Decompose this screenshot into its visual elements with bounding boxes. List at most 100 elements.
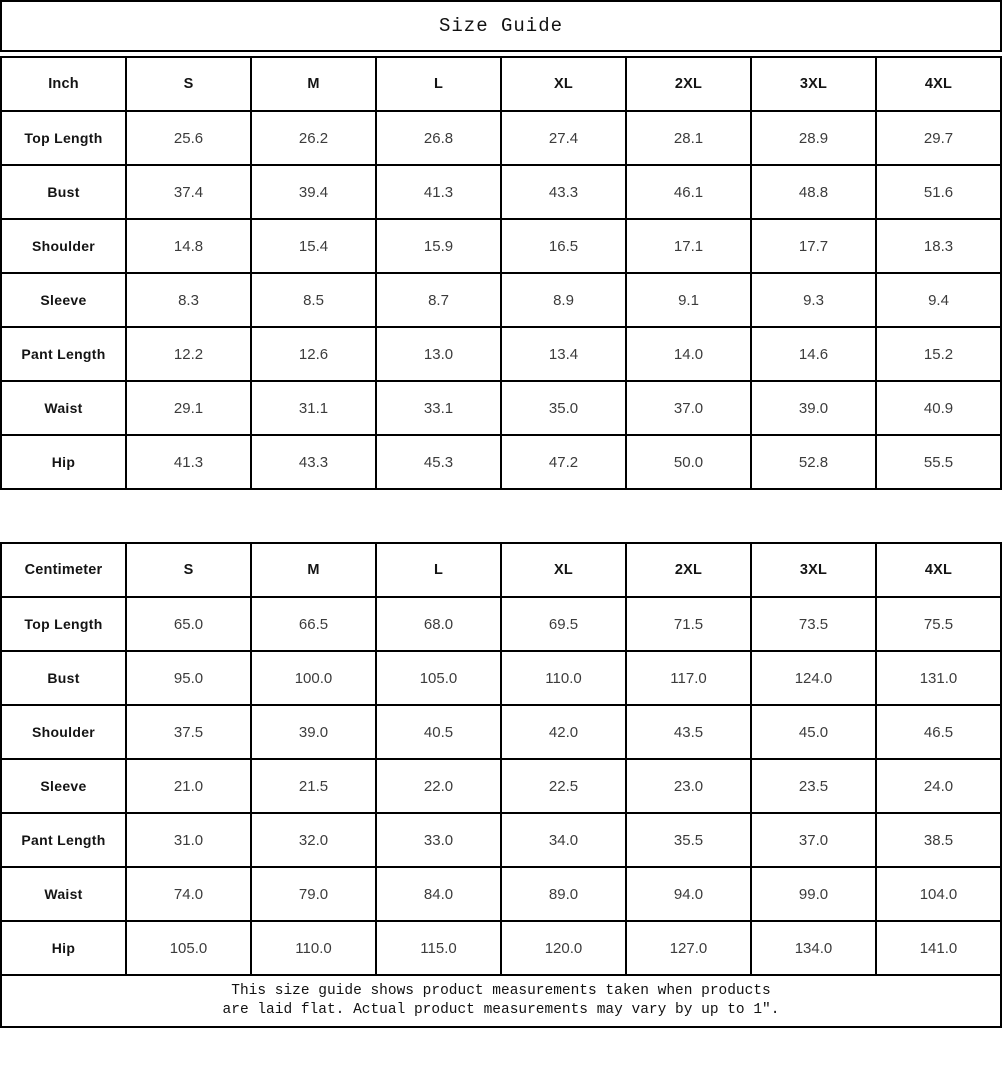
table-row: Bust 37.4 39.4 41.3 43.3 46.1 48.8 51.6 [0,164,1002,220]
measurement-value-cell: 127.0 [625,920,752,976]
measurement-value-cell: 23.0 [625,758,752,814]
measurement-value-cell: 14.6 [750,326,877,382]
measurement-value-cell: 25.6 [125,110,252,166]
measurement-value-cell: 100.0 [250,650,377,706]
size-column-header: 3XL [750,56,877,112]
measurement-value-cell: 40.5 [375,704,502,760]
measurement-value-cell: 89.0 [500,866,627,922]
measurement-value-cell: 22.5 [500,758,627,814]
measurement-value-cell: 71.5 [625,596,752,652]
measurement-value-cell: 131.0 [875,650,1002,706]
measurement-value-cell: 9.3 [750,272,877,328]
table-row: Hip 105.0 110.0 115.0 120.0 127.0 134.0 141.0 [0,920,1002,976]
measurement-label-cell: Waist [0,866,127,922]
measurement-value-cell: 37.0 [750,812,877,868]
measurement-value-cell: 34.0 [500,812,627,868]
measurement-value-cell: 66.5 [250,596,377,652]
measurement-value-cell: 12.2 [125,326,252,382]
size-column-header: S [125,542,252,598]
table-row: Sleeve 21.0 21.5 22.0 22.5 23.0 23.5 24.0 [0,758,1002,814]
table-row: Sleeve 8.3 8.5 8.7 8.9 9.1 9.3 9.4 [0,272,1002,328]
size-column-header: 2XL [625,542,752,598]
measurement-value-cell: 15.4 [250,218,377,274]
measurement-value-cell: 28.9 [750,110,877,166]
measurement-value-cell: 48.8 [750,164,877,220]
size-column-header: M [250,542,377,598]
measurement-value-cell: 24.0 [875,758,1002,814]
measurement-label-cell: Pant Length [0,812,127,868]
size-column-header: L [375,56,502,112]
measurement-value-cell: 110.0 [250,920,377,976]
measurement-value-cell: 65.0 [125,596,252,652]
measurement-value-cell: 33.1 [375,380,502,436]
measurement-value-cell: 37.4 [125,164,252,220]
measurement-value-cell: 51.6 [875,164,1002,220]
measurement-value-cell: 27.4 [500,110,627,166]
measurement-value-cell: 37.0 [625,380,752,436]
measurement-value-cell: 50.0 [625,434,752,490]
measurement-value-cell: 45.0 [750,704,877,760]
measurement-value-cell: 17.7 [750,218,877,274]
size-table-centimeter: Centimeter S M L XL 2XL 3XL 4XL Top Length 65.0 66… [0,542,1002,976]
measurement-value-cell: 8.7 [375,272,502,328]
measurement-value-cell: 73.5 [750,596,877,652]
measurement-value-cell: 43.3 [250,434,377,490]
size-column-header: L [375,542,502,598]
footnote: This size guide shows product measuremen… [0,976,1002,1028]
size-column-header: 3XL [750,542,877,598]
measurement-value-cell: 46.1 [625,164,752,220]
measurement-value-cell: 28.1 [625,110,752,166]
measurement-value-cell: 13.0 [375,326,502,382]
measurement-value-cell: 35.5 [625,812,752,868]
measurement-value-cell: 8.3 [125,272,252,328]
measurement-label-cell: Shoulder [0,218,127,274]
measurement-label-cell: Sleeve [0,758,127,814]
size-column-header: 4XL [875,56,1002,112]
measurement-value-cell: 18.3 [875,218,1002,274]
measurement-value-cell: 13.4 [500,326,627,382]
measurement-value-cell: 26.8 [375,110,502,166]
measurement-value-cell: 16.5 [500,218,627,274]
measurement-value-cell: 40.9 [875,380,1002,436]
measurement-value-cell: 47.2 [500,434,627,490]
measurement-value-cell: 41.3 [125,434,252,490]
measurement-value-cell: 110.0 [500,650,627,706]
measurement-value-cell: 39.4 [250,164,377,220]
measurement-value-cell: 21.5 [250,758,377,814]
measurement-value-cell: 23.5 [750,758,877,814]
measurement-value-cell: 117.0 [625,650,752,706]
measurement-value-cell: 75.5 [875,596,1002,652]
measurement-value-cell: 35.0 [500,380,627,436]
measurement-value-cell: 31.1 [250,380,377,436]
measurement-value-cell: 39.0 [250,704,377,760]
unit-header-cell: Inch [0,56,127,112]
measurement-value-cell: 15.2 [875,326,1002,382]
measurement-value-cell: 38.5 [875,812,1002,868]
measurement-value-cell: 42.0 [500,704,627,760]
measurement-value-cell: 99.0 [750,866,877,922]
measurement-value-cell: 94.0 [625,866,752,922]
measurement-label-cell: Bust [0,164,127,220]
measurement-value-cell: 12.6 [250,326,377,382]
size-column-header: XL [500,542,627,598]
header-row: Inch S M L XL 2XL 3XL 4XL [0,56,1002,112]
size-column-header: XL [500,56,627,112]
measurement-value-cell: 14.8 [125,218,252,274]
measurement-label-cell: Hip [0,920,127,976]
measurement-value-cell: 68.0 [375,596,502,652]
measurement-value-cell: 55.5 [875,434,1002,490]
table-row: Shoulder 14.8 15.4 15.9 16.5 17.1 17.7 18.3 [0,218,1002,274]
measurement-value-cell: 95.0 [125,650,252,706]
measurement-label-cell: Bust [0,650,127,706]
table-row: Pant Length 12.2 12.6 13.0 13.4 14.0 14.6 15.2 [0,326,1002,382]
measurement-label-cell: Top Length [0,596,127,652]
measurement-label-cell: Top Length [0,110,127,166]
size-table-inch: Inch S M L XL 2XL 3XL 4XL Top Length 25.6 26.2 26.8… [0,56,1002,490]
size-tables-container: Inch S M L XL 2XL 3XL 4XL Top Length 25.6 26.2 26.8… [0,56,1002,976]
measurement-value-cell: 8.9 [500,272,627,328]
table-row: Shoulder 37.5 39.0 40.5 42.0 43.5 45.0 46.5 [0,704,1002,760]
measurement-value-cell: 29.7 [875,110,1002,166]
unit-header-cell: Centimeter [0,542,127,598]
measurement-value-cell: 15.9 [375,218,502,274]
